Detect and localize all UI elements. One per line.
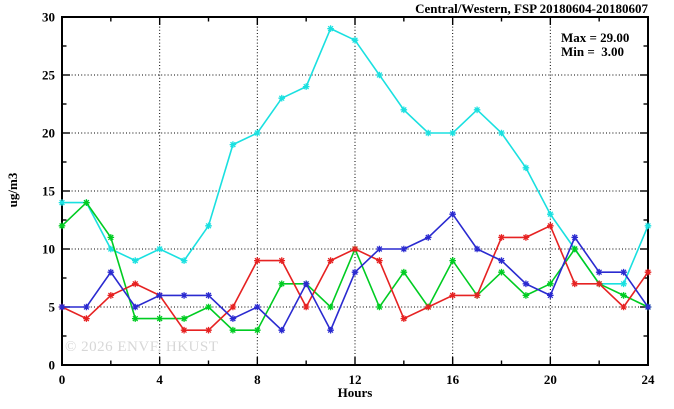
- y-tick-label: 10: [42, 242, 55, 257]
- x-tick-label: 8: [254, 372, 261, 387]
- x-tick-label: 12: [349, 372, 362, 387]
- y-tick-label: 5: [49, 300, 56, 315]
- blue-series-markers: [58, 210, 652, 334]
- cyan-series-line: [62, 27, 649, 285]
- legend-max-value: Max = 29.00: [561, 30, 630, 45]
- x-tick-label: 16: [446, 372, 460, 387]
- green-series-line: [61, 201, 649, 331]
- x-tick-label: 24: [642, 372, 656, 387]
- watermark: © 2026 ENVF, HKUST: [65, 339, 219, 355]
- y-tick-label: 15: [42, 184, 56, 199]
- y-tick-label: 25: [42, 68, 56, 83]
- x-tick-label: 20: [544, 372, 557, 387]
- y-tick-label: 0: [49, 358, 56, 373]
- y-tick-label: 30: [42, 10, 55, 25]
- x-tick-label: 4: [156, 372, 163, 387]
- x-axis-label: Hours: [337, 385, 373, 400]
- x-tick-label: 0: [59, 372, 66, 387]
- legend-min-value: Min = 3.00: [561, 44, 625, 59]
- y-tick-label: 20: [42, 126, 55, 141]
- y-axis-label: ug/m3: [5, 172, 20, 208]
- red-series-markers: [58, 222, 652, 334]
- chart-title: Central/Western, FSP 20180604-20180607: [415, 1, 648, 16]
